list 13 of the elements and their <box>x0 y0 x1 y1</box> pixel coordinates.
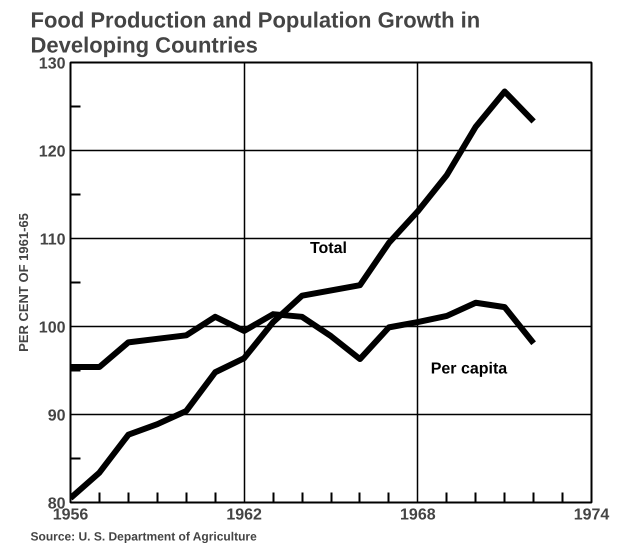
y-axis-title: PER CENT OF 1961-65 <box>16 213 31 352</box>
y-tick-label: 90 <box>48 408 66 424</box>
y-tick-label: 100 <box>38 320 66 336</box>
chart-title: Food Production and Population Growth in Developing Countries <box>30 8 480 58</box>
x-tick-label: 1962 <box>226 506 262 524</box>
y-tick-label: 130 <box>38 56 66 72</box>
series-label: Total <box>310 240 347 258</box>
x-tick-label: 1968 <box>400 506 436 524</box>
y-tick-label: 120 <box>38 144 66 160</box>
y-tick-label: 110 <box>40 232 66 248</box>
x-tick-label: 1974 <box>574 506 610 524</box>
series-label: Per capita <box>430 360 508 378</box>
source-note: Source: U. S. Department of Agriculture <box>30 530 258 544</box>
